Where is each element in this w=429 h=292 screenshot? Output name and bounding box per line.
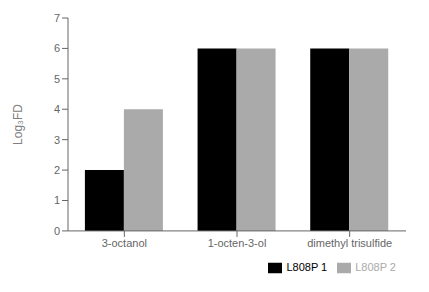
- svg-text:4: 4: [54, 103, 60, 115]
- svg-text:dimethyl trisulfide: dimethyl trisulfide: [307, 237, 392, 249]
- svg-text:6: 6: [54, 42, 60, 54]
- svg-text:2: 2: [54, 164, 60, 176]
- html-text:L808P 2: L808P 2: [355, 260, 396, 273]
- svg-text:3-octanol: 3-octanol: [102, 237, 147, 249]
- svg-text:1: 1: [54, 194, 60, 206]
- svg-text:5: 5: [54, 73, 60, 85]
- svg-text:1-octen-3-ol: 1-octen-3-ol: [208, 237, 267, 249]
- svg-text:7: 7: [54, 12, 60, 24]
- svg-text:0: 0: [54, 225, 60, 237]
- svg-text:Log₃FD: Log₃FD: [11, 104, 25, 145]
- html-text:L808P 1: L808P 1: [286, 260, 328, 273]
- svg-text:3: 3: [54, 134, 60, 146]
